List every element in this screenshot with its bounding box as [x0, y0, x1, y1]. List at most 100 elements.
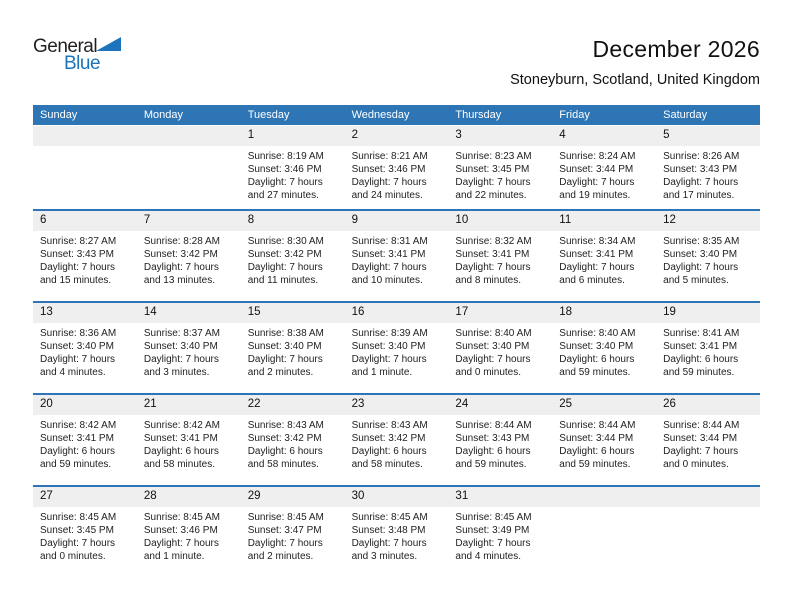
day-number-band: 5 — [656, 126, 760, 146]
weekday-wednesday: Wednesday — [351, 109, 410, 121]
daylight-text: Daylight: 7 hours and 0 minutes. — [455, 354, 531, 378]
day-info: Sunrise: 8:37 AM Sunset: 3:40 PM Dayligh… — [137, 323, 241, 379]
day-cell: 6 Sunrise: 8:27 AM Sunset: 3:43 PM Dayli… — [33, 211, 137, 301]
day-info: Sunrise: 8:45 AM Sunset: 3:45 PM Dayligh… — [33, 507, 137, 563]
day-number-band: 25 — [552, 395, 657, 415]
week-row: 20 Sunrise: 8:42 AM Sunset: 3:41 PM Dayl… — [33, 393, 760, 485]
day-number: 6 — [40, 214, 47, 226]
sunset-text: Sunset: 3:44 PM — [559, 433, 634, 444]
sunrise-text: Sunrise: 8:23 AM — [455, 151, 532, 162]
week-row: 27 Sunrise: 8:45 AM Sunset: 3:45 PM Dayl… — [33, 485, 760, 577]
day-info: Sunrise: 8:43 AM Sunset: 3:42 PM Dayligh… — [345, 415, 449, 471]
day-info: Sunrise: 8:35 AM Sunset: 3:40 PM Dayligh… — [656, 231, 760, 287]
day-number-band: 1 — [240, 126, 345, 146]
week-row: 13 Sunrise: 8:36 AM Sunset: 3:40 PM Dayl… — [33, 301, 760, 393]
day-number: 7 — [143, 214, 151, 226]
day-number-band: 14 — [136, 303, 241, 323]
sunset-text: Sunset: 3:43 PM — [455, 433, 530, 444]
day-cell: 5 Sunrise: 8:26 AM Sunset: 3:43 PM Dayli… — [656, 126, 760, 209]
daylight-text: Daylight: 6 hours and 58 minutes. — [143, 446, 219, 470]
day-number: 22 — [247, 398, 261, 410]
day-info: Sunrise: 8:27 AM Sunset: 3:43 PM Dayligh… — [33, 231, 137, 287]
day-info — [137, 146, 241, 150]
sunset-text: Sunset: 3:40 PM — [559, 341, 634, 352]
daylight-text: Daylight: 7 hours and 10 minutes. — [351, 262, 427, 286]
sunset-text: Sunset: 3:41 PM — [455, 249, 530, 260]
daylight-text: Daylight: 7 hours and 2 minutes. — [247, 354, 323, 378]
day-number-band: 11 — [552, 211, 657, 231]
day-number: 3 — [455, 129, 462, 141]
sunset-text: Sunset: 3:40 PM — [351, 341, 426, 352]
day-cell: 27 Sunrise: 8:45 AM Sunset: 3:45 PM Dayl… — [33, 487, 137, 577]
sunset-text: Sunset: 3:41 PM — [143, 433, 218, 444]
daylight-text: Daylight: 6 hours and 58 minutes. — [351, 446, 427, 470]
day-cell: 3 Sunrise: 8:23 AM Sunset: 3:45 PM Dayli… — [448, 126, 553, 209]
day-info: Sunrise: 8:40 AM Sunset: 3:40 PM Dayligh… — [552, 323, 656, 379]
day-number: 11 — [559, 214, 572, 226]
sunset-text: Sunset: 3:44 PM — [559, 164, 634, 175]
sunrise-text: Sunrise: 8:45 AM — [351, 512, 428, 523]
day-info: Sunrise: 8:34 AM Sunset: 3:41 PM Dayligh… — [552, 231, 656, 287]
day-number: 18 — [559, 306, 573, 318]
day-number: 12 — [663, 214, 676, 226]
day-info: Sunrise: 8:45 AM Sunset: 3:46 PM Dayligh… — [137, 507, 241, 563]
daylight-text: Daylight: 7 hours and 15 minutes. — [40, 262, 116, 286]
sunrise-text: Sunrise: 8:45 AM — [455, 512, 532, 523]
weekday-sunday: Sunday — [40, 109, 78, 121]
sunset-text: Sunset: 3:41 PM — [40, 433, 114, 444]
day-number-band: 21 — [136, 395, 241, 415]
sunrise-text: Sunrise: 8:24 AM — [559, 151, 636, 162]
day-number-band — [552, 487, 657, 507]
week-row: 6 Sunrise: 8:27 AM Sunset: 3:43 PM Dayli… — [33, 209, 760, 301]
day-info: Sunrise: 8:38 AM Sunset: 3:40 PM Dayligh… — [241, 323, 345, 379]
sunset-text: Sunset: 3:47 PM — [247, 525, 322, 536]
day-cell: 24 Sunrise: 8:44 AM Sunset: 3:43 PM Dayl… — [448, 395, 553, 485]
day-number-band: 26 — [656, 395, 760, 415]
day-number: 8 — [247, 214, 255, 226]
day-number-band: 16 — [344, 303, 449, 323]
day-number: 20 — [40, 398, 53, 410]
day-cell: 20 Sunrise: 8:42 AM Sunset: 3:41 PM Dayl… — [33, 395, 137, 485]
daylight-text: Daylight: 7 hours and 4 minutes. — [455, 538, 531, 562]
day-number: 17 — [455, 306, 469, 318]
day-number: 25 — [559, 398, 573, 410]
daylight-text: Daylight: 7 hours and 1 minute. — [143, 538, 219, 562]
day-cell: 4 Sunrise: 8:24 AM Sunset: 3:44 PM Dayli… — [552, 126, 657, 209]
day-cell: 9 Sunrise: 8:31 AM Sunset: 3:41 PM Dayli… — [344, 211, 449, 301]
sunrise-text: Sunrise: 8:34 AM — [559, 236, 636, 247]
weekday-friday: Friday — [559, 109, 590, 121]
day-number: 19 — [663, 306, 676, 318]
sunset-text: Sunset: 3:45 PM — [40, 525, 114, 536]
day-info: Sunrise: 8:44 AM Sunset: 3:44 PM Dayligh… — [552, 415, 656, 471]
day-number: 30 — [351, 490, 365, 502]
day-cell — [33, 126, 137, 209]
day-info: Sunrise: 8:45 AM Sunset: 3:47 PM Dayligh… — [241, 507, 345, 563]
daylight-text: Daylight: 6 hours and 59 minutes. — [455, 446, 531, 470]
day-number-band: 20 — [33, 395, 137, 415]
day-number-band: 22 — [240, 395, 345, 415]
daylight-text: Daylight: 7 hours and 11 minutes. — [247, 262, 323, 286]
day-number-band: 15 — [240, 303, 345, 323]
sunset-text: Sunset: 3:42 PM — [247, 433, 322, 444]
day-cell: 15 Sunrise: 8:38 AM Sunset: 3:40 PM Dayl… — [240, 303, 345, 393]
sunrise-text: Sunrise: 8:43 AM — [247, 420, 324, 431]
day-info: Sunrise: 8:24 AM Sunset: 3:44 PM Dayligh… — [552, 146, 656, 202]
sunrise-text: Sunrise: 8:21 AM — [351, 151, 428, 162]
weekday-saturday: Saturday — [663, 109, 708, 121]
day-number-band: 28 — [136, 487, 241, 507]
sunrise-text: Sunrise: 8:31 AM — [351, 236, 428, 247]
daylight-text: Daylight: 7 hours and 24 minutes. — [351, 177, 427, 201]
day-cell — [552, 487, 657, 577]
daylight-text: Daylight: 6 hours and 59 minutes. — [559, 354, 635, 378]
sunrise-text: Sunrise: 8:28 AM — [143, 236, 220, 247]
day-cell: 7 Sunrise: 8:28 AM Sunset: 3:42 PM Dayli… — [136, 211, 241, 301]
daylight-text: Daylight: 6 hours and 58 minutes. — [247, 446, 323, 470]
sunset-text: Sunset: 3:43 PM — [40, 249, 114, 260]
sunset-text: Sunset: 3:42 PM — [247, 249, 322, 260]
day-number: 15 — [247, 306, 261, 318]
day-number-band: 12 — [656, 211, 760, 231]
sunrise-text: Sunrise: 8:38 AM — [247, 328, 324, 339]
day-info: Sunrise: 8:44 AM Sunset: 3:43 PM Dayligh… — [448, 415, 552, 471]
day-number-band: 8 — [240, 211, 345, 231]
